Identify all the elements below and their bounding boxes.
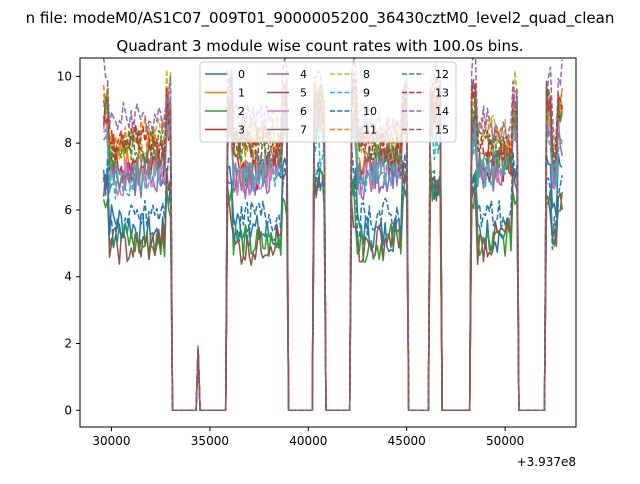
legend-box bbox=[199, 61, 457, 143]
legend-label-10: 10 bbox=[363, 105, 377, 118]
legend-label-7: 7 bbox=[300, 124, 307, 137]
legend-label-2: 2 bbox=[238, 105, 245, 118]
x-tick-label: 45000 bbox=[388, 434, 426, 448]
plot-frame bbox=[79, 57, 577, 428]
x-offset-label: +3.937e8 bbox=[517, 455, 576, 469]
legend-label-0: 0 bbox=[238, 68, 245, 81]
x-tick-label: 35000 bbox=[191, 434, 229, 448]
legend-label-6: 6 bbox=[300, 105, 307, 118]
legend-label-13: 13 bbox=[435, 87, 449, 100]
legend-label-4: 4 bbox=[300, 68, 307, 81]
legend-label-11: 11 bbox=[363, 124, 377, 137]
legend-label-1: 1 bbox=[238, 87, 245, 100]
y-tick-label: 10 bbox=[57, 69, 72, 83]
legend-label-9: 9 bbox=[363, 87, 370, 100]
x-tick-label: 30000 bbox=[92, 434, 130, 448]
series-line-10 bbox=[102, 146, 563, 412]
figure-suptitle: n file: modeM0/AS1C07_009T01_9000005200_… bbox=[26, 9, 615, 28]
legend-label-5: 5 bbox=[300, 87, 307, 100]
y-tick-label: 4 bbox=[64, 270, 72, 284]
y-axis: 0 2 4 6 8 10 bbox=[57, 69, 80, 417]
y-tick-label: 6 bbox=[64, 203, 72, 217]
legend-label-3: 3 bbox=[238, 124, 245, 137]
series-line-8 bbox=[102, 68, 563, 412]
y-tick-label: 8 bbox=[64, 136, 72, 150]
x-tick-label: 40000 bbox=[289, 434, 327, 448]
legend-label-12: 12 bbox=[435, 68, 449, 81]
chart-title: Quadrant 3 module wise count rates with … bbox=[116, 37, 523, 55]
legend-label-14: 14 bbox=[435, 105, 449, 118]
x-tick-label: 50000 bbox=[486, 434, 524, 448]
series-layer bbox=[102, 58, 563, 412]
y-tick-label: 0 bbox=[64, 403, 72, 417]
legend-label-8: 8 bbox=[363, 68, 370, 81]
legend-label-15: 15 bbox=[435, 124, 449, 137]
y-tick-label: 2 bbox=[64, 337, 72, 351]
x-axis: 30000 35000 40000 45000 50000 bbox=[92, 427, 524, 448]
series-line-15 bbox=[102, 75, 563, 412]
